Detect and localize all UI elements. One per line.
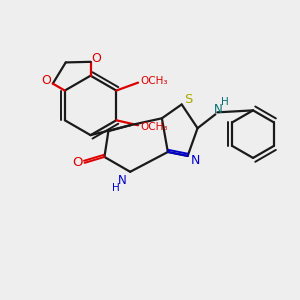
Text: N: N (118, 174, 127, 187)
Text: O: O (92, 52, 101, 65)
Text: H: H (221, 98, 229, 107)
Text: H: H (112, 183, 120, 193)
Text: N: N (191, 154, 200, 167)
Text: OCH₃: OCH₃ (140, 76, 168, 85)
Text: O: O (41, 74, 51, 87)
Text: O: O (72, 156, 83, 170)
Text: OCH₃: OCH₃ (140, 122, 168, 132)
Text: N: N (214, 103, 223, 116)
Text: S: S (184, 93, 193, 106)
